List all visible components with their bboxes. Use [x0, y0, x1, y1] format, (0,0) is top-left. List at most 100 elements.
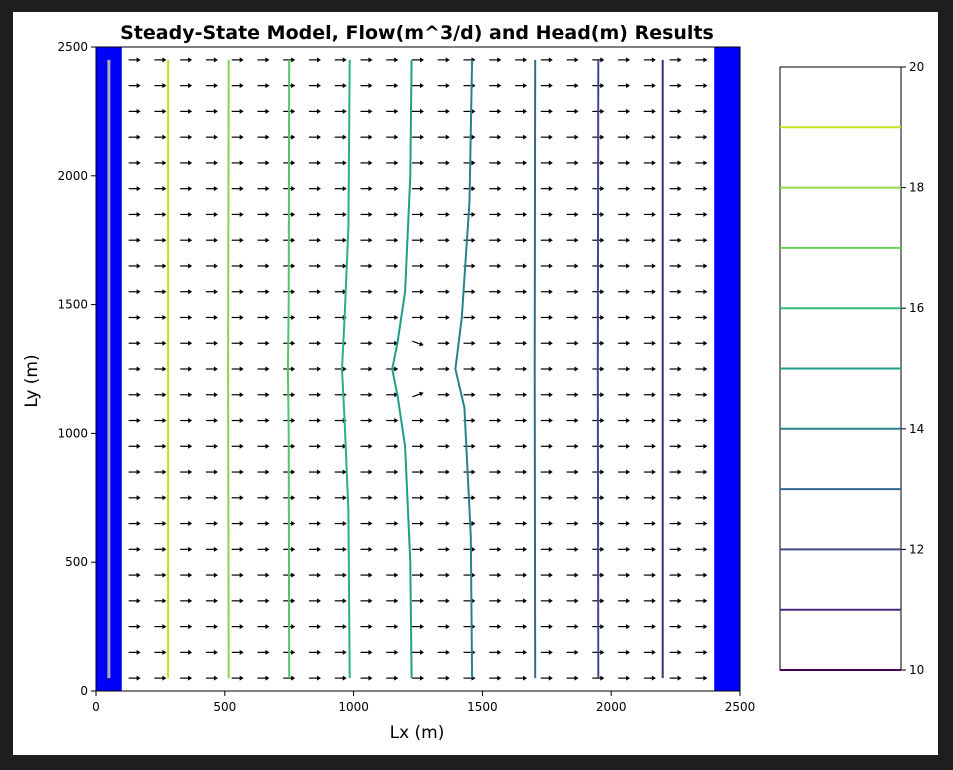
- flow-arrow: [437, 675, 450, 681]
- flow-arrow-head: [523, 108, 528, 114]
- flow-arrow-head: [162, 649, 167, 655]
- flow-arrow: [489, 649, 502, 655]
- flow-arrow: [592, 521, 605, 527]
- flow-arrow: [618, 598, 631, 604]
- flow-arrow-head: [342, 495, 347, 501]
- flow-arrow-head: [136, 57, 141, 63]
- flow-arrow-head: [651, 366, 656, 372]
- flow-arrow: [489, 289, 502, 295]
- flow-arrow: [618, 392, 631, 398]
- flow-arrow: [257, 624, 270, 630]
- flow-arrow: [257, 495, 270, 501]
- flow-arrow: [566, 366, 579, 372]
- flow-arrow: [489, 186, 502, 192]
- flow-arrow-head: [316, 443, 321, 449]
- flow-arrow-head: [188, 649, 193, 655]
- flow-arrow: [695, 108, 708, 114]
- flow-arrow-head: [574, 160, 579, 166]
- flow-arrow: [618, 443, 631, 449]
- flow-arrow: [205, 57, 218, 63]
- flow-arrow: [463, 366, 476, 372]
- flow-arrow: [540, 366, 553, 372]
- flow-arrow: [618, 186, 631, 192]
- flow-arrow-head: [291, 263, 296, 269]
- flow-arrow: [231, 108, 244, 114]
- flow-arrow-head: [265, 521, 270, 527]
- flow-arrow: [308, 186, 321, 192]
- flow-arrow: [437, 572, 450, 578]
- flow-arrow: [360, 57, 373, 63]
- flow-arrow: [515, 521, 528, 527]
- flow-arrow-head: [291, 649, 296, 655]
- flow-arrow: [180, 675, 193, 681]
- flow-arrow-head: [394, 314, 399, 320]
- flow-arrow: [334, 186, 347, 192]
- flow-arrow-head: [136, 289, 141, 295]
- flow-arrow: [515, 598, 528, 604]
- flow-arrow: [205, 263, 218, 269]
- flow-arrow-head: [651, 495, 656, 501]
- flow-arrow-head: [342, 675, 347, 681]
- flow-arrow-head: [445, 392, 450, 398]
- flow-arrow: [386, 572, 399, 578]
- flow-arrow-head: [265, 649, 270, 655]
- flow-arrow-head: [265, 289, 270, 295]
- flow-arrow: [308, 675, 321, 681]
- flow-arrow: [643, 495, 656, 501]
- flow-arrow: [128, 443, 141, 449]
- flow-arrow-head: [316, 108, 321, 114]
- flow-arrow-head: [600, 289, 605, 295]
- flow-arrow: [695, 598, 708, 604]
- flow-arrow-head: [213, 237, 218, 243]
- flow-arrow-head: [342, 211, 347, 217]
- flow-arrow-head: [626, 521, 631, 527]
- flow-arrow-head: [162, 83, 167, 89]
- flow-arrow-head: [265, 418, 270, 424]
- flow-arrow-head: [600, 186, 605, 192]
- flow-arrow: [489, 211, 502, 217]
- flow-arrow: [205, 289, 218, 295]
- flow-arrow-head: [239, 469, 244, 475]
- flow-arrow-head: [600, 57, 605, 63]
- flow-arrow: [566, 211, 579, 217]
- flow-arrow-head: [136, 108, 141, 114]
- flow-arrow-head: [523, 83, 528, 89]
- flow-arrow: [128, 521, 141, 527]
- flow-arrow-head: [445, 366, 450, 372]
- flow-arrow-head: [316, 572, 321, 578]
- flow-arrow: [231, 83, 244, 89]
- flow-arrow: [308, 108, 321, 114]
- flow-arrow-head: [239, 160, 244, 166]
- flow-arrow: [515, 314, 528, 320]
- flow-arrow: [231, 340, 244, 346]
- flow-arrow: [308, 263, 321, 269]
- flow-arrow: [283, 649, 296, 655]
- flow-arrow: [360, 263, 373, 269]
- flow-arrow-head: [600, 263, 605, 269]
- flow-arrow-head: [162, 289, 167, 295]
- flow-arrow-head: [239, 263, 244, 269]
- flow-arrow: [154, 495, 167, 501]
- flow-arrow: [180, 289, 193, 295]
- flow-arrow-head: [368, 469, 373, 475]
- flow-arrow-head: [548, 495, 553, 501]
- flow-arrow-head: [342, 186, 347, 192]
- flow-arrow-head: [471, 366, 476, 372]
- flow-arrow: [489, 443, 502, 449]
- flow-arrow: [180, 598, 193, 604]
- flow-arrow-head: [394, 598, 399, 604]
- flow-arrow-head: [548, 675, 553, 681]
- flow-arrow: [412, 391, 424, 398]
- flow-arrow: [283, 83, 296, 89]
- flow-arrow-head: [162, 108, 167, 114]
- flow-arrow: [154, 418, 167, 424]
- flow-arrow: [360, 314, 373, 320]
- flow-arrow: [669, 624, 682, 630]
- flow-arrow: [180, 649, 193, 655]
- flow-arrow: [360, 289, 373, 295]
- contour-line-16: [340, 59, 351, 679]
- flow-arrow-head: [188, 598, 193, 604]
- flow-arrow: [205, 546, 218, 552]
- flow-arrow-head: [188, 366, 193, 372]
- flow-arrow: [643, 521, 656, 527]
